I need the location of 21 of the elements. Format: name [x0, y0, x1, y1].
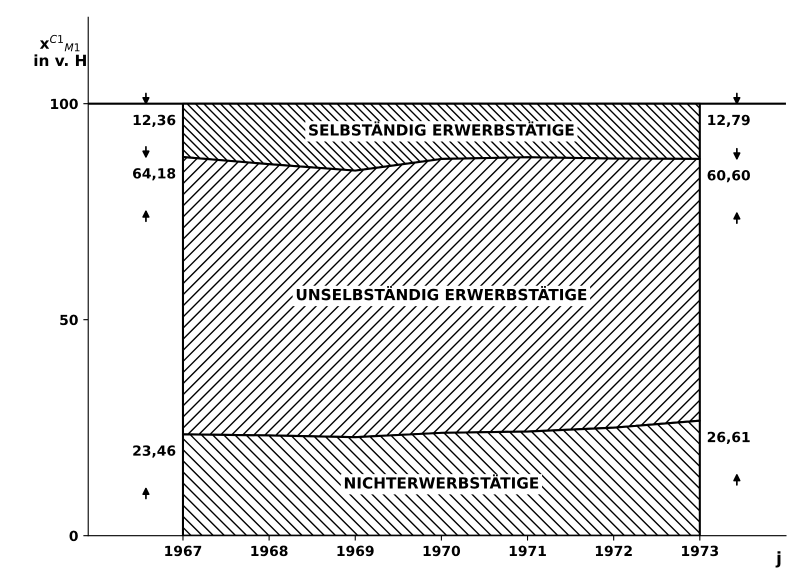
x-tick-label: 1972	[596, 546, 632, 556]
y-tick-label: 50	[60, 314, 78, 326]
series-label: SELBSTÄNDIG ERWERBSTÄTIGE	[309, 121, 574, 136]
x-tick-label: 1971	[510, 546, 546, 556]
series-label: UNSELBSTÄNDIG ERWERBSTÄTIGE	[296, 286, 586, 300]
y-axis-title: x$^{C1}$$_{M1}$ in v. H	[34, 34, 86, 66]
data-label: 23,46	[133, 445, 176, 458]
x-tick-label: 1970	[424, 546, 460, 556]
data-label: 12,36	[134, 114, 176, 128]
x-tick-label: 1967	[165, 546, 202, 556]
series-label: NICHTERWERBSTÄTIGE	[344, 474, 538, 489]
x-tick-label: 1973	[682, 546, 718, 556]
data-label: 26,61	[708, 432, 750, 444]
y-tick-label: 100	[51, 98, 78, 110]
x-tick-label: 1968	[251, 546, 288, 556]
x-tick-label: 1969	[337, 546, 374, 556]
x-axis-title: j	[776, 551, 780, 568]
data-label: 12,79	[708, 114, 750, 128]
y-tick-label: 0	[70, 530, 78, 542]
data-label: 64,18	[133, 168, 176, 180]
data-label: 60,60	[708, 170, 750, 182]
